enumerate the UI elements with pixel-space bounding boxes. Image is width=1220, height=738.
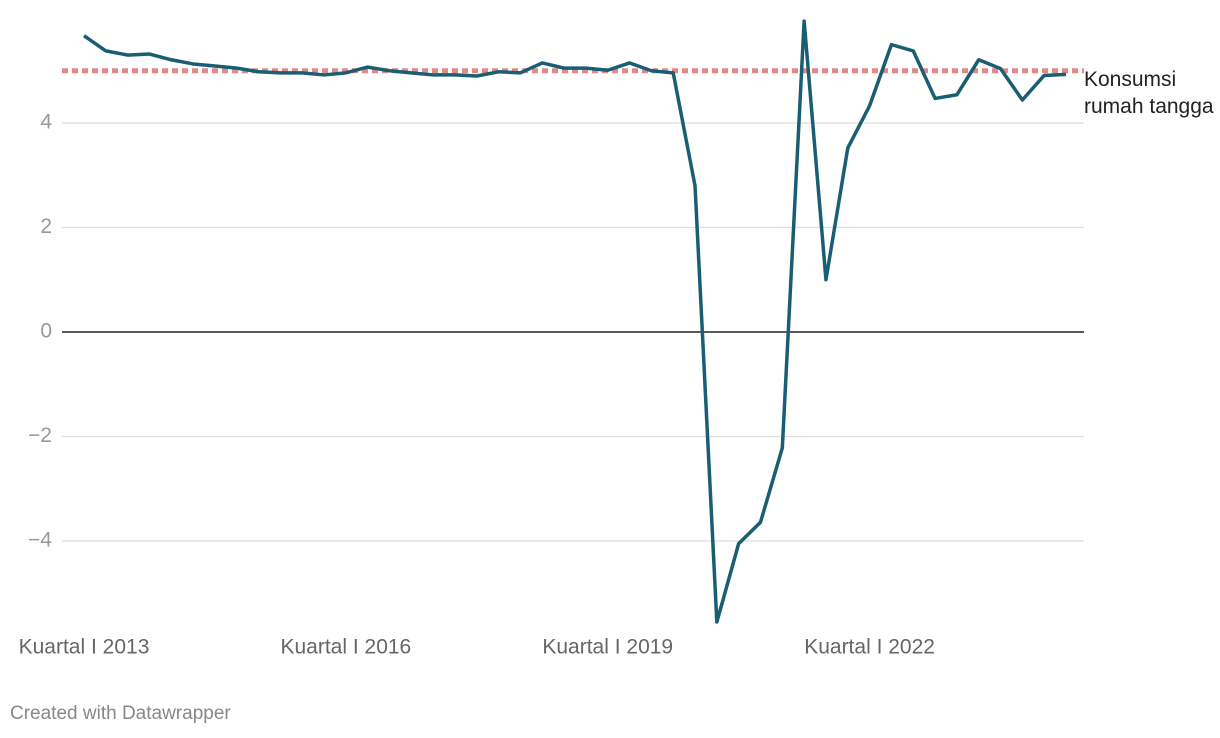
x-tick-label: Kuartal I 2019: [542, 636, 673, 659]
x-tick-label: Kuartal I 2013: [19, 636, 150, 659]
y-tick-label: −2: [28, 424, 52, 447]
y-tick-label: 4: [40, 111, 52, 134]
y-tick-label: 0: [40, 320, 52, 343]
y-tick-label: −4: [28, 529, 52, 552]
x-tick-label: Kuartal I 2016: [280, 636, 411, 659]
series-label: Konsumsi rumah tangga: [1084, 68, 1214, 118]
credit: Created with Datawrapper: [10, 703, 231, 724]
y-tick-label: 2: [40, 215, 52, 238]
series-line: [83, 19, 1067, 624]
x-tick-label: Kuartal I 2022: [804, 636, 935, 659]
